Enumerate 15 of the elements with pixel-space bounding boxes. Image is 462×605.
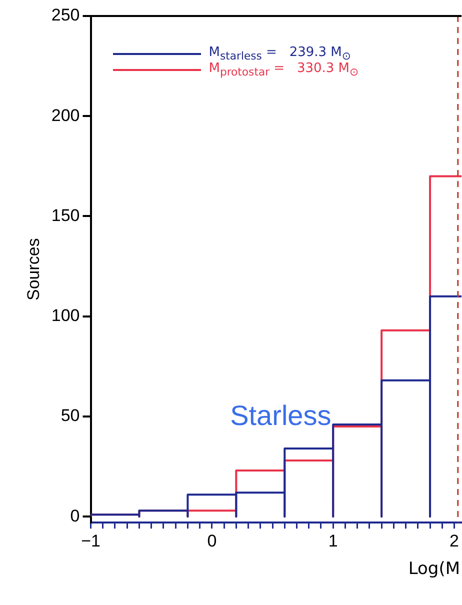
x-tick-label: 0 [207, 531, 217, 550]
y-axis-title: Sources [24, 238, 43, 300]
y-tick-label: 150 [51, 206, 80, 225]
x-tick-label: −1 [81, 531, 100, 550]
x-axis-title: Log(M [408, 558, 460, 579]
x-tick-label: 1 [328, 531, 338, 550]
text: M$_{starless}$ = 239.3 M$_{⊙}$ [208, 45, 351, 63]
y-tick-label: 50 [60, 406, 80, 426]
y-tick-label: 250 [51, 6, 80, 25]
y-tick-label: 100 [51, 306, 80, 326]
y-tick-label: 200 [51, 106, 80, 125]
x-tick-label: 2 [450, 531, 460, 550]
annotation: Starless [230, 400, 332, 432]
text: M$_{protostar}$ = 330.3 M$_{⊙}$ [208, 61, 359, 79]
y-tick-label: 0 [70, 506, 80, 526]
